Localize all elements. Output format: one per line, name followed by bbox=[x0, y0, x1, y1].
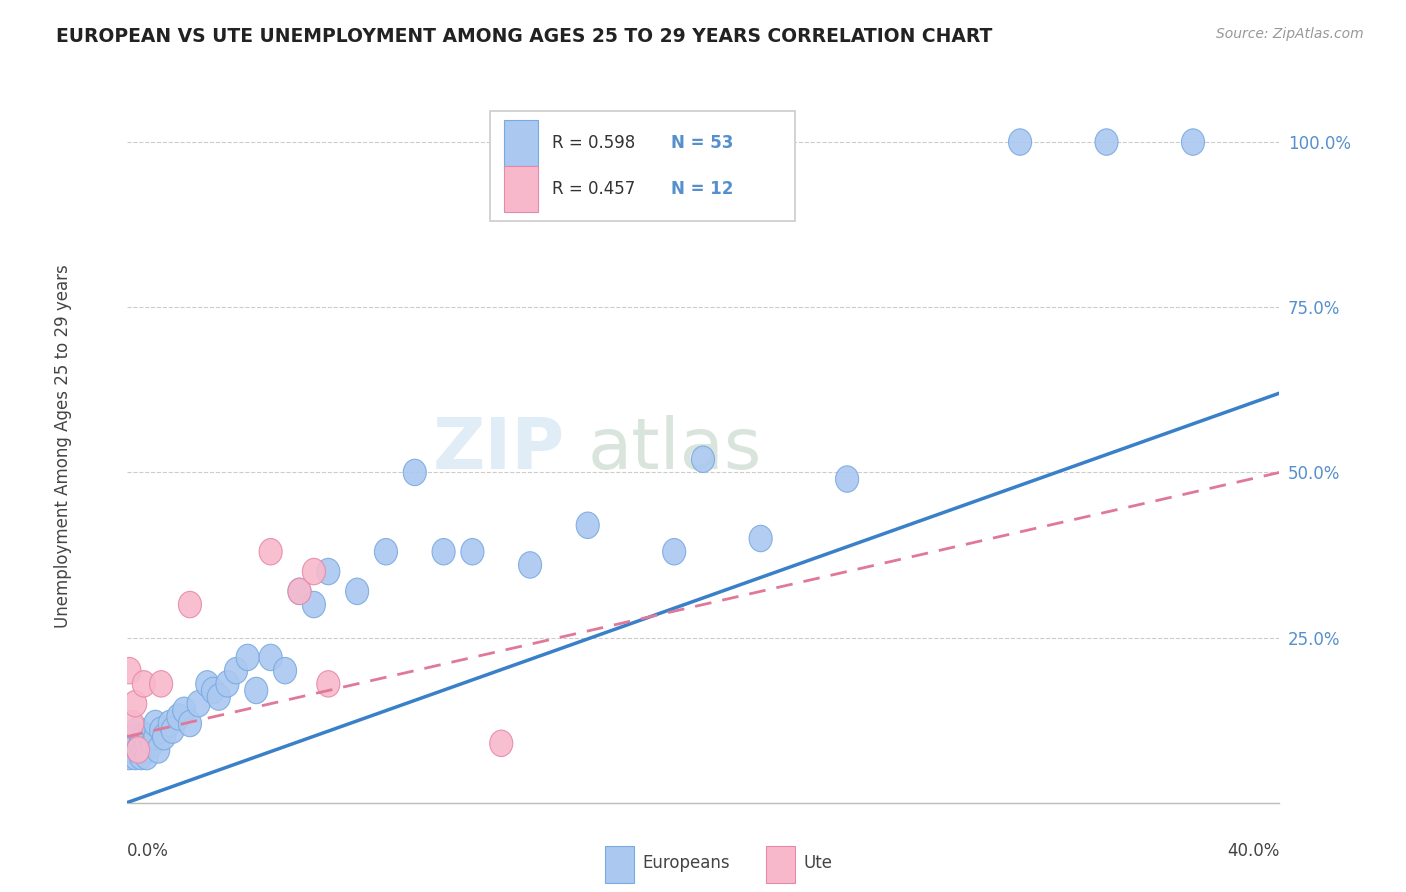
Text: N = 12: N = 12 bbox=[671, 180, 733, 198]
Text: Source: ZipAtlas.com: Source: ZipAtlas.com bbox=[1216, 27, 1364, 41]
Ellipse shape bbox=[132, 723, 155, 750]
Ellipse shape bbox=[692, 446, 714, 473]
Ellipse shape bbox=[302, 558, 325, 585]
Ellipse shape bbox=[274, 657, 297, 684]
Ellipse shape bbox=[129, 731, 152, 756]
Text: Ute: Ute bbox=[803, 855, 832, 872]
Ellipse shape bbox=[489, 731, 513, 756]
Ellipse shape bbox=[143, 710, 167, 737]
Text: 40.0%: 40.0% bbox=[1227, 842, 1279, 860]
FancyBboxPatch shape bbox=[489, 111, 796, 221]
Ellipse shape bbox=[124, 690, 146, 717]
Ellipse shape bbox=[143, 723, 167, 750]
Text: R = 0.598: R = 0.598 bbox=[553, 134, 636, 152]
Ellipse shape bbox=[519, 552, 541, 578]
Ellipse shape bbox=[1095, 128, 1118, 155]
Ellipse shape bbox=[127, 717, 149, 743]
Ellipse shape bbox=[288, 578, 311, 605]
Ellipse shape bbox=[1008, 128, 1032, 155]
Ellipse shape bbox=[162, 717, 184, 743]
Text: N = 53: N = 53 bbox=[671, 134, 733, 152]
FancyBboxPatch shape bbox=[766, 847, 796, 883]
Ellipse shape bbox=[245, 677, 267, 704]
Ellipse shape bbox=[127, 737, 149, 764]
Ellipse shape bbox=[259, 539, 283, 565]
Ellipse shape bbox=[662, 539, 686, 565]
Ellipse shape bbox=[432, 539, 456, 565]
Ellipse shape bbox=[132, 671, 155, 697]
Ellipse shape bbox=[124, 743, 146, 770]
Ellipse shape bbox=[302, 591, 325, 618]
Ellipse shape bbox=[146, 737, 170, 764]
Ellipse shape bbox=[138, 723, 162, 750]
Ellipse shape bbox=[217, 671, 239, 697]
Ellipse shape bbox=[118, 657, 141, 684]
Ellipse shape bbox=[179, 591, 201, 618]
Ellipse shape bbox=[135, 743, 159, 770]
Ellipse shape bbox=[152, 723, 176, 750]
Ellipse shape bbox=[404, 459, 426, 485]
Text: Europeans: Europeans bbox=[643, 855, 730, 872]
Ellipse shape bbox=[576, 512, 599, 539]
Ellipse shape bbox=[346, 578, 368, 605]
Ellipse shape bbox=[316, 558, 340, 585]
Ellipse shape bbox=[225, 657, 247, 684]
FancyBboxPatch shape bbox=[503, 120, 538, 166]
Ellipse shape bbox=[149, 717, 173, 743]
Ellipse shape bbox=[121, 710, 143, 737]
Ellipse shape bbox=[141, 731, 165, 756]
Ellipse shape bbox=[1181, 128, 1205, 155]
Text: 0.0%: 0.0% bbox=[127, 842, 169, 860]
Ellipse shape bbox=[159, 710, 181, 737]
Ellipse shape bbox=[118, 743, 141, 770]
Ellipse shape bbox=[749, 525, 772, 552]
FancyBboxPatch shape bbox=[605, 847, 634, 883]
Text: Unemployment Among Ages 25 to 29 years: Unemployment Among Ages 25 to 29 years bbox=[53, 264, 72, 628]
Ellipse shape bbox=[374, 539, 398, 565]
Ellipse shape bbox=[132, 737, 155, 764]
Ellipse shape bbox=[835, 466, 859, 492]
Ellipse shape bbox=[207, 684, 231, 710]
FancyBboxPatch shape bbox=[503, 166, 538, 212]
Text: ZIP: ZIP bbox=[433, 415, 565, 484]
Ellipse shape bbox=[259, 644, 283, 671]
Text: atlas: atlas bbox=[588, 415, 762, 484]
Ellipse shape bbox=[236, 644, 259, 671]
Ellipse shape bbox=[129, 743, 152, 770]
Text: R = 0.457: R = 0.457 bbox=[553, 180, 636, 198]
Ellipse shape bbox=[173, 697, 195, 723]
Ellipse shape bbox=[124, 731, 146, 756]
Ellipse shape bbox=[316, 671, 340, 697]
Text: EUROPEAN VS UTE UNEMPLOYMENT AMONG AGES 25 TO 29 YEARS CORRELATION CHART: EUROPEAN VS UTE UNEMPLOYMENT AMONG AGES … bbox=[56, 27, 993, 45]
Ellipse shape bbox=[201, 677, 225, 704]
Ellipse shape bbox=[127, 737, 149, 764]
Ellipse shape bbox=[179, 710, 201, 737]
Ellipse shape bbox=[149, 671, 173, 697]
Ellipse shape bbox=[288, 578, 311, 605]
Ellipse shape bbox=[167, 704, 190, 731]
Ellipse shape bbox=[118, 731, 141, 756]
Ellipse shape bbox=[121, 723, 143, 750]
Ellipse shape bbox=[187, 690, 209, 717]
Ellipse shape bbox=[195, 671, 219, 697]
Ellipse shape bbox=[135, 731, 159, 756]
Ellipse shape bbox=[121, 737, 143, 764]
Ellipse shape bbox=[461, 539, 484, 565]
